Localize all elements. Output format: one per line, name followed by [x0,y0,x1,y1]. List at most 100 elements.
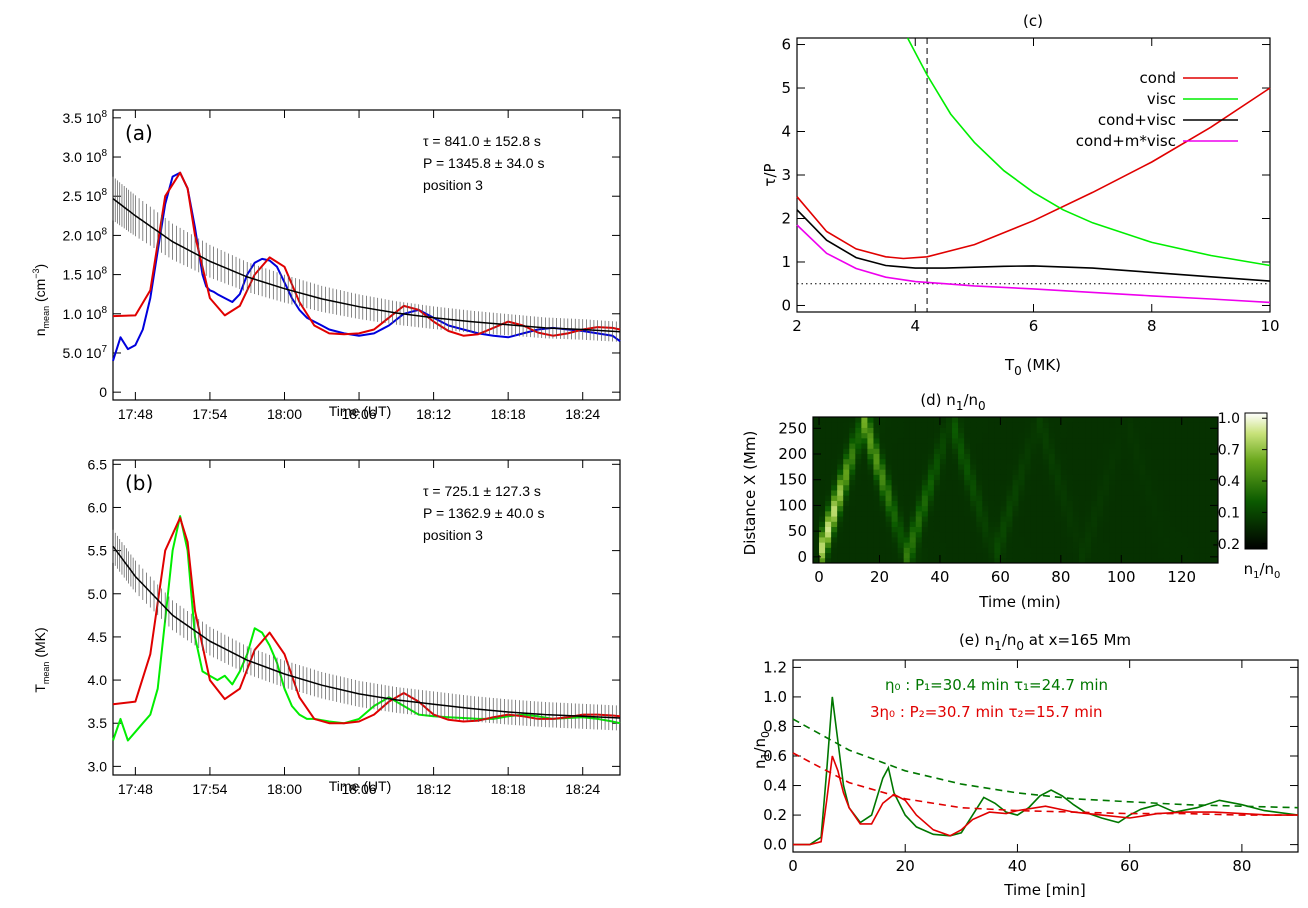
heatmap-cell [1205,490,1213,496]
heatmap-cell [1036,458,1044,465]
heatmap-cell [903,490,911,496]
x-tick-label: 60 [1120,857,1139,875]
heatmap-cell [1078,505,1086,512]
heatmap-cell [1121,484,1128,491]
heatmap-cell [933,469,941,475]
heatmap-cell [1042,505,1050,512]
heatmap-cell [1066,526,1074,533]
heatmap-cell [1012,521,1020,527]
heatmap-cell [1175,490,1183,496]
heatmap-cell [1211,427,1219,434]
heatmap-cell [1139,417,1146,423]
heatmap-cell [849,432,856,439]
heatmap-cell [1169,510,1177,517]
heatmap-cell [976,531,983,538]
heatmap-cell [1115,495,1122,501]
heatmap-cell [1030,542,1038,548]
heatmap-cell [952,490,959,496]
heatmap-cell [1127,417,1134,423]
heatmap-cell [921,417,929,423]
panel-label: (a) [125,121,153,145]
heatmap-cell [1127,526,1134,533]
heatmap-cell [1030,422,1038,428]
heatmap-cell [1205,437,1213,444]
heatmap-cell [1078,516,1086,522]
heatmap-cell [921,427,929,434]
heatmap-cell [1163,474,1171,481]
heatmap-cell [825,479,832,486]
heatmap-cell [1133,542,1140,548]
heatmap-cell [921,531,929,538]
heatmap-cell [825,463,832,470]
heatmap-cell [867,448,874,454]
heatmap-cell [819,495,826,501]
heatmap-cell [945,474,953,481]
heatmap-cell [1000,463,1007,470]
heatmap-cell [1097,443,1104,449]
heatmap-cell [837,505,844,512]
heatmap-cell [1103,542,1110,548]
heatmap-cell [921,516,929,522]
heatmap-cell [1187,437,1195,444]
heatmap-cell [1187,510,1195,517]
heatmap-cell [1006,521,1013,527]
heatmap-cell [945,484,953,491]
heatmap-cell [982,443,989,449]
heatmap-cell [1157,547,1165,554]
heatmap-cell [873,500,880,507]
heatmap-cell [1187,479,1195,486]
heatmap-cell [825,432,832,439]
heatmap-cell [933,422,941,428]
heatmap-cell [976,547,983,554]
heatmap-cell [831,536,838,543]
heatmap-cell [1048,458,1056,465]
heatmap-cell [1205,531,1213,538]
heatmap-cell [903,510,911,517]
heatmap-cell [837,547,844,554]
heatmap-cell [1181,510,1189,517]
heatmap-cell [1091,547,1098,554]
heatmap-cell [1085,500,1092,507]
legend-label: visc [1147,90,1176,108]
heatmap-cell [1030,479,1038,486]
heatmap-cell [952,521,959,527]
heatmap-cell [952,432,959,439]
heatmap-cell [1097,490,1104,496]
heatmap-cell [885,417,893,423]
heatmap-cell [1181,500,1189,507]
heatmap-cell [958,432,965,439]
heatmap-cell [1163,469,1171,475]
heatmap-cell [1115,526,1122,533]
heatmap-cell [813,448,820,454]
heatmap-cell [1151,552,1159,559]
green-curve [906,37,1271,267]
heatmap-cell [976,453,983,460]
heatmap-cell [1060,437,1068,444]
heatmap-cell [909,437,917,444]
heatmap-cell [970,542,977,548]
heatmap-cell [1091,531,1098,538]
svg-text:n1/n0: n1/n0 [751,731,772,769]
heatmap-cell [964,536,971,543]
heatmap-cell [915,490,923,496]
y-tick-label: 4.5 [88,629,108,645]
heatmap-cell [958,474,965,481]
heatmap-cell [819,448,826,454]
heatmap-cell [867,531,874,538]
heatmap-cell [1103,505,1110,512]
heatmap-cell [1169,443,1177,449]
heatmap-cell [1024,542,1032,548]
heatmap-cell [903,417,911,423]
darkgreen-series [793,696,1299,846]
heatmap-cell [939,536,947,543]
heatmap-cell [867,557,874,564]
heatmap-cell [982,500,989,507]
heatmap-cell [982,547,989,554]
heatmap-cell [891,500,899,507]
heatmap-cell [1115,557,1122,564]
heatmap-cell [1085,505,1092,512]
heatmap-cell [1133,547,1140,554]
heatmap-cell [1175,521,1183,527]
heatmap-cell [855,427,862,434]
heatmap-cell [939,448,947,454]
